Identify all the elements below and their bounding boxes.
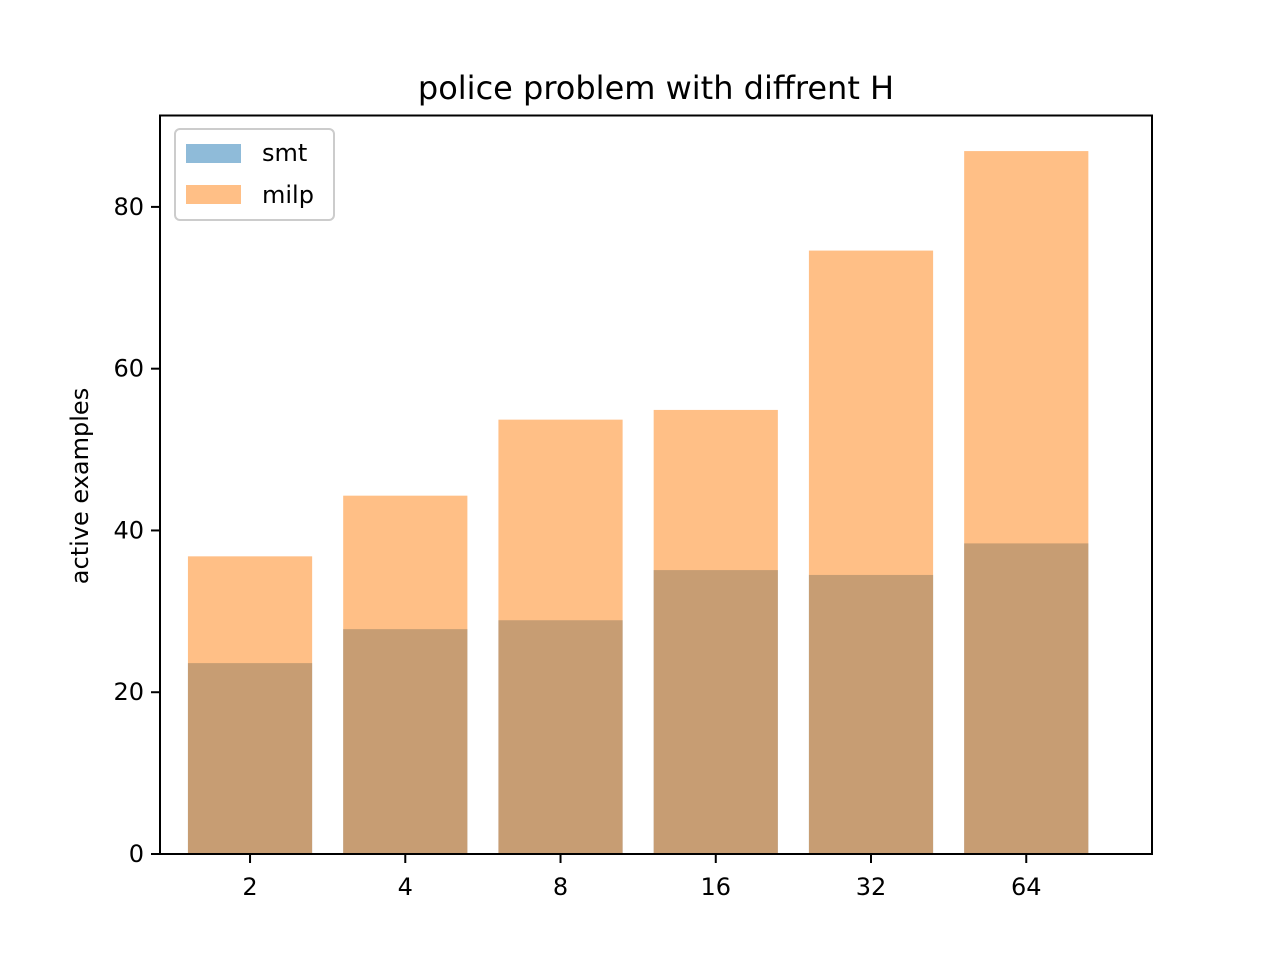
x-tick-label-4: 4: [398, 873, 413, 901]
x-tick-label-32: 32: [856, 873, 887, 901]
y-tick-label-20: 20: [113, 678, 144, 706]
y-axis: 0 20 40 60 80: [113, 193, 160, 868]
legend: smt milp: [174, 128, 335, 221]
legend-label-milp: milp: [262, 181, 314, 209]
bar-milp-16: [653, 409, 778, 854]
bar-milp-4: [343, 495, 468, 854]
y-tick-label-40: 40: [113, 516, 144, 544]
legend-swatch-smt: [186, 144, 241, 163]
bar-milp-64: [964, 151, 1089, 855]
x-tick-label-64: 64: [1011, 873, 1042, 901]
y-tick-label-0: 0: [129, 840, 144, 868]
y-axis-label: active examples: [66, 388, 94, 584]
x-tick-label-2: 2: [242, 873, 257, 901]
bar-milp-32: [808, 250, 934, 854]
legend-swatch-milp: [186, 185, 241, 204]
bar-milp-2: [187, 556, 313, 854]
bars-group: [187, 151, 1089, 855]
x-tick-label-8: 8: [553, 873, 568, 901]
x-axis: 2 4 8 16 32 64: [242, 854, 1042, 901]
x-tick-label-16: 16: [700, 873, 731, 901]
plot-frame: [159, 114, 1153, 855]
y-tick-label-60: 60: [113, 355, 144, 383]
legend-label-smt: smt: [262, 139, 307, 167]
chart-title: police problem with diffrent H: [418, 69, 894, 107]
bar-milp-8: [498, 419, 623, 854]
y-tick-label-80: 80: [113, 193, 144, 221]
